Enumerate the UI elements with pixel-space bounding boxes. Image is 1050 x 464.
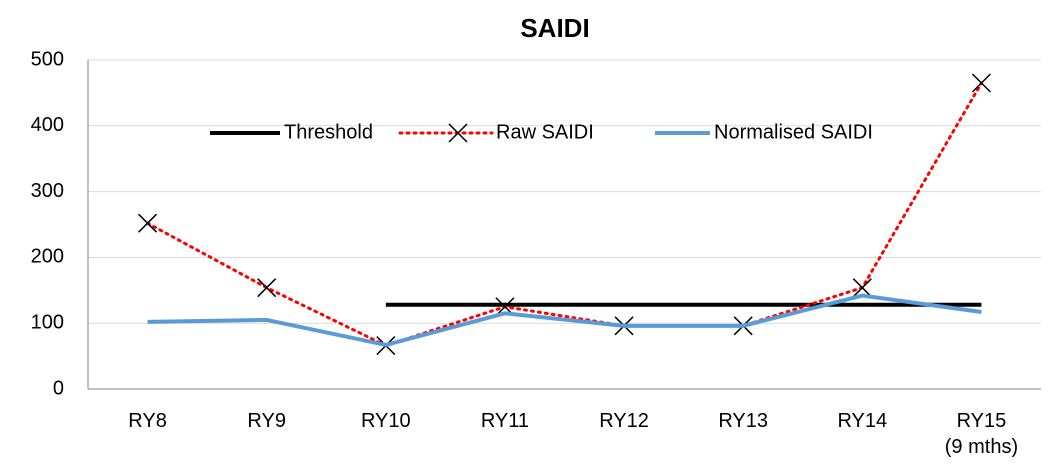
x-tick-label: RY11 [480, 410, 530, 432]
marker [448, 123, 468, 143]
legend-label: Normalised SAIDI [714, 121, 873, 143]
series-line [146, 81, 983, 348]
y-tick-label: 100 [31, 311, 64, 333]
x-tick-label: RY12 [599, 410, 649, 432]
series-line [147, 293, 982, 347]
y-tick-label: 200 [31, 246, 64, 268]
y-tick-label: 0 [53, 377, 64, 399]
y-tick-label: 500 [31, 48, 64, 70]
x-tick-label: RY9 [247, 410, 286, 432]
y-tick-label: 300 [31, 180, 64, 202]
x-tick-label: RY8 [128, 410, 167, 432]
marker [852, 278, 872, 298]
chart-title: SAIDI [520, 13, 589, 43]
legend-label: Raw SAIDI [496, 121, 594, 143]
marker [138, 213, 158, 233]
legend-label: Threshold [284, 121, 373, 143]
x-tick-label: RY10 [360, 410, 411, 432]
y-tick-label: 400 [31, 114, 64, 136]
marker [257, 278, 277, 298]
x-tick-label: RY14 [837, 410, 888, 432]
marker [971, 73, 991, 93]
x-tick-label: RY15 (9 mths) [944, 410, 1019, 458]
x-tick-label: RY13 [718, 410, 769, 432]
